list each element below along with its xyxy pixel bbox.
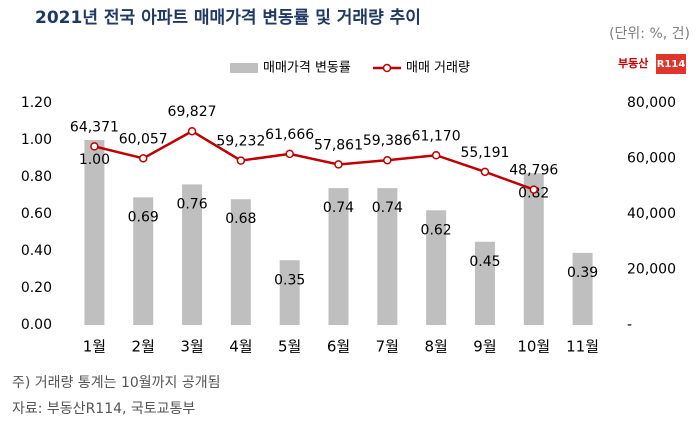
- line-marker: [285, 149, 294, 159]
- bar: [279, 260, 300, 325]
- logo-text: 부동산: [618, 56, 648, 70]
- bar-value-label: 0.62: [421, 222, 452, 238]
- bar: [230, 199, 251, 325]
- bar-value-label: 0.74: [372, 200, 403, 216]
- line-value-label: 69,827: [168, 104, 217, 120]
- y2-tick-label: 40,000: [627, 206, 676, 222]
- x-tick-label: 10월: [517, 338, 550, 356]
- source: 자료: 부동산R114, 국토교통부: [12, 401, 195, 417]
- bar-value-label: 0.74: [323, 200, 354, 216]
- line-marker: [480, 167, 490, 177]
- line-marker: [90, 142, 99, 151]
- bar: [474, 241, 495, 325]
- line-marker: [236, 156, 246, 165]
- chart-title: 2021년 전국 아파트 매매가격 변동률 및 거래량 추이: [35, 8, 421, 28]
- line-value-label: 64,371: [70, 119, 119, 135]
- y-tick-label: 0.00: [21, 317, 52, 333]
- line-value-label: 55,191: [460, 145, 509, 161]
- x-tick-label: 3월: [180, 338, 203, 356]
- y2-tick-label: 80,000: [627, 95, 676, 111]
- x-tick-label: 7월: [376, 338, 399, 356]
- x-tick-label: 5월: [278, 338, 301, 356]
- line-marker: [334, 160, 343, 169]
- bar: [523, 173, 544, 325]
- y-tick-label: 0.40: [21, 243, 52, 259]
- y2-tick-label: 60,000: [627, 151, 676, 167]
- bar-value-label: 0.68: [225, 211, 256, 227]
- y-tick-label: 1.00: [21, 132, 52, 148]
- line-marker: [383, 155, 392, 165]
- y-tick-label: 1.20: [21, 95, 52, 111]
- bar-value-label: 0.69: [128, 209, 159, 225]
- line-value-label: 48,796: [509, 163, 558, 179]
- x-tick-label: 9월: [473, 338, 496, 356]
- legend-marker: [382, 63, 392, 73]
- line-marker: [138, 154, 148, 163]
- bar: [377, 188, 398, 325]
- unit-label: (단위: %, 건): [609, 26, 690, 42]
- bar: [572, 252, 593, 325]
- bar-value-label: 0.39: [567, 265, 598, 281]
- bar: [328, 188, 349, 325]
- x-tick-label: 8월: [424, 338, 447, 356]
- bar-value-label: 0.76: [176, 196, 207, 212]
- x-tick-label: 2월: [132, 338, 155, 356]
- bar: [84, 140, 105, 325]
- line-value-label: 59,232: [216, 134, 265, 150]
- y-tick-label: 0.60: [21, 206, 52, 222]
- x-tick-label: 11월: [566, 338, 599, 356]
- line-value-label: 60,057: [119, 131, 168, 147]
- bar-value-label: 1.00: [79, 152, 110, 168]
- y2-tick-label: 20,000: [627, 262, 676, 278]
- bar: [426, 210, 447, 325]
- line-marker: [529, 185, 539, 194]
- logo-badge-text: R114: [657, 59, 686, 70]
- line-value-label: 61,170: [412, 128, 461, 144]
- x-tick-label: 6월: [327, 338, 350, 356]
- bar-value-label: 0.45: [469, 254, 500, 270]
- logo-badge: [656, 54, 686, 74]
- line: [94, 129, 535, 191]
- line-value-label: 61,666: [265, 127, 314, 143]
- legend-label: 매매 거래량: [406, 61, 470, 76]
- line-marker: [431, 151, 441, 160]
- y2-tick-label: -: [627, 317, 632, 333]
- x-tick-label: 1월: [83, 338, 106, 356]
- y-tick-label: 0.80: [21, 169, 52, 185]
- line-marker: [187, 126, 197, 136]
- y-tick-label: 0.20: [21, 280, 52, 296]
- x-tick-label: 4월: [229, 338, 252, 356]
- bar: [133, 197, 154, 325]
- bar: [182, 184, 203, 325]
- legend-label: 매매가격 변동률: [263, 61, 351, 76]
- line-value-label: 59,386: [363, 133, 412, 149]
- line-value-label: 57,861: [314, 137, 363, 153]
- footnote: 주) 거래량 통계는 10월까지 공개됨: [12, 375, 221, 391]
- legend-swatch: [230, 63, 258, 73]
- bar-value-label: 0.35: [274, 272, 305, 288]
